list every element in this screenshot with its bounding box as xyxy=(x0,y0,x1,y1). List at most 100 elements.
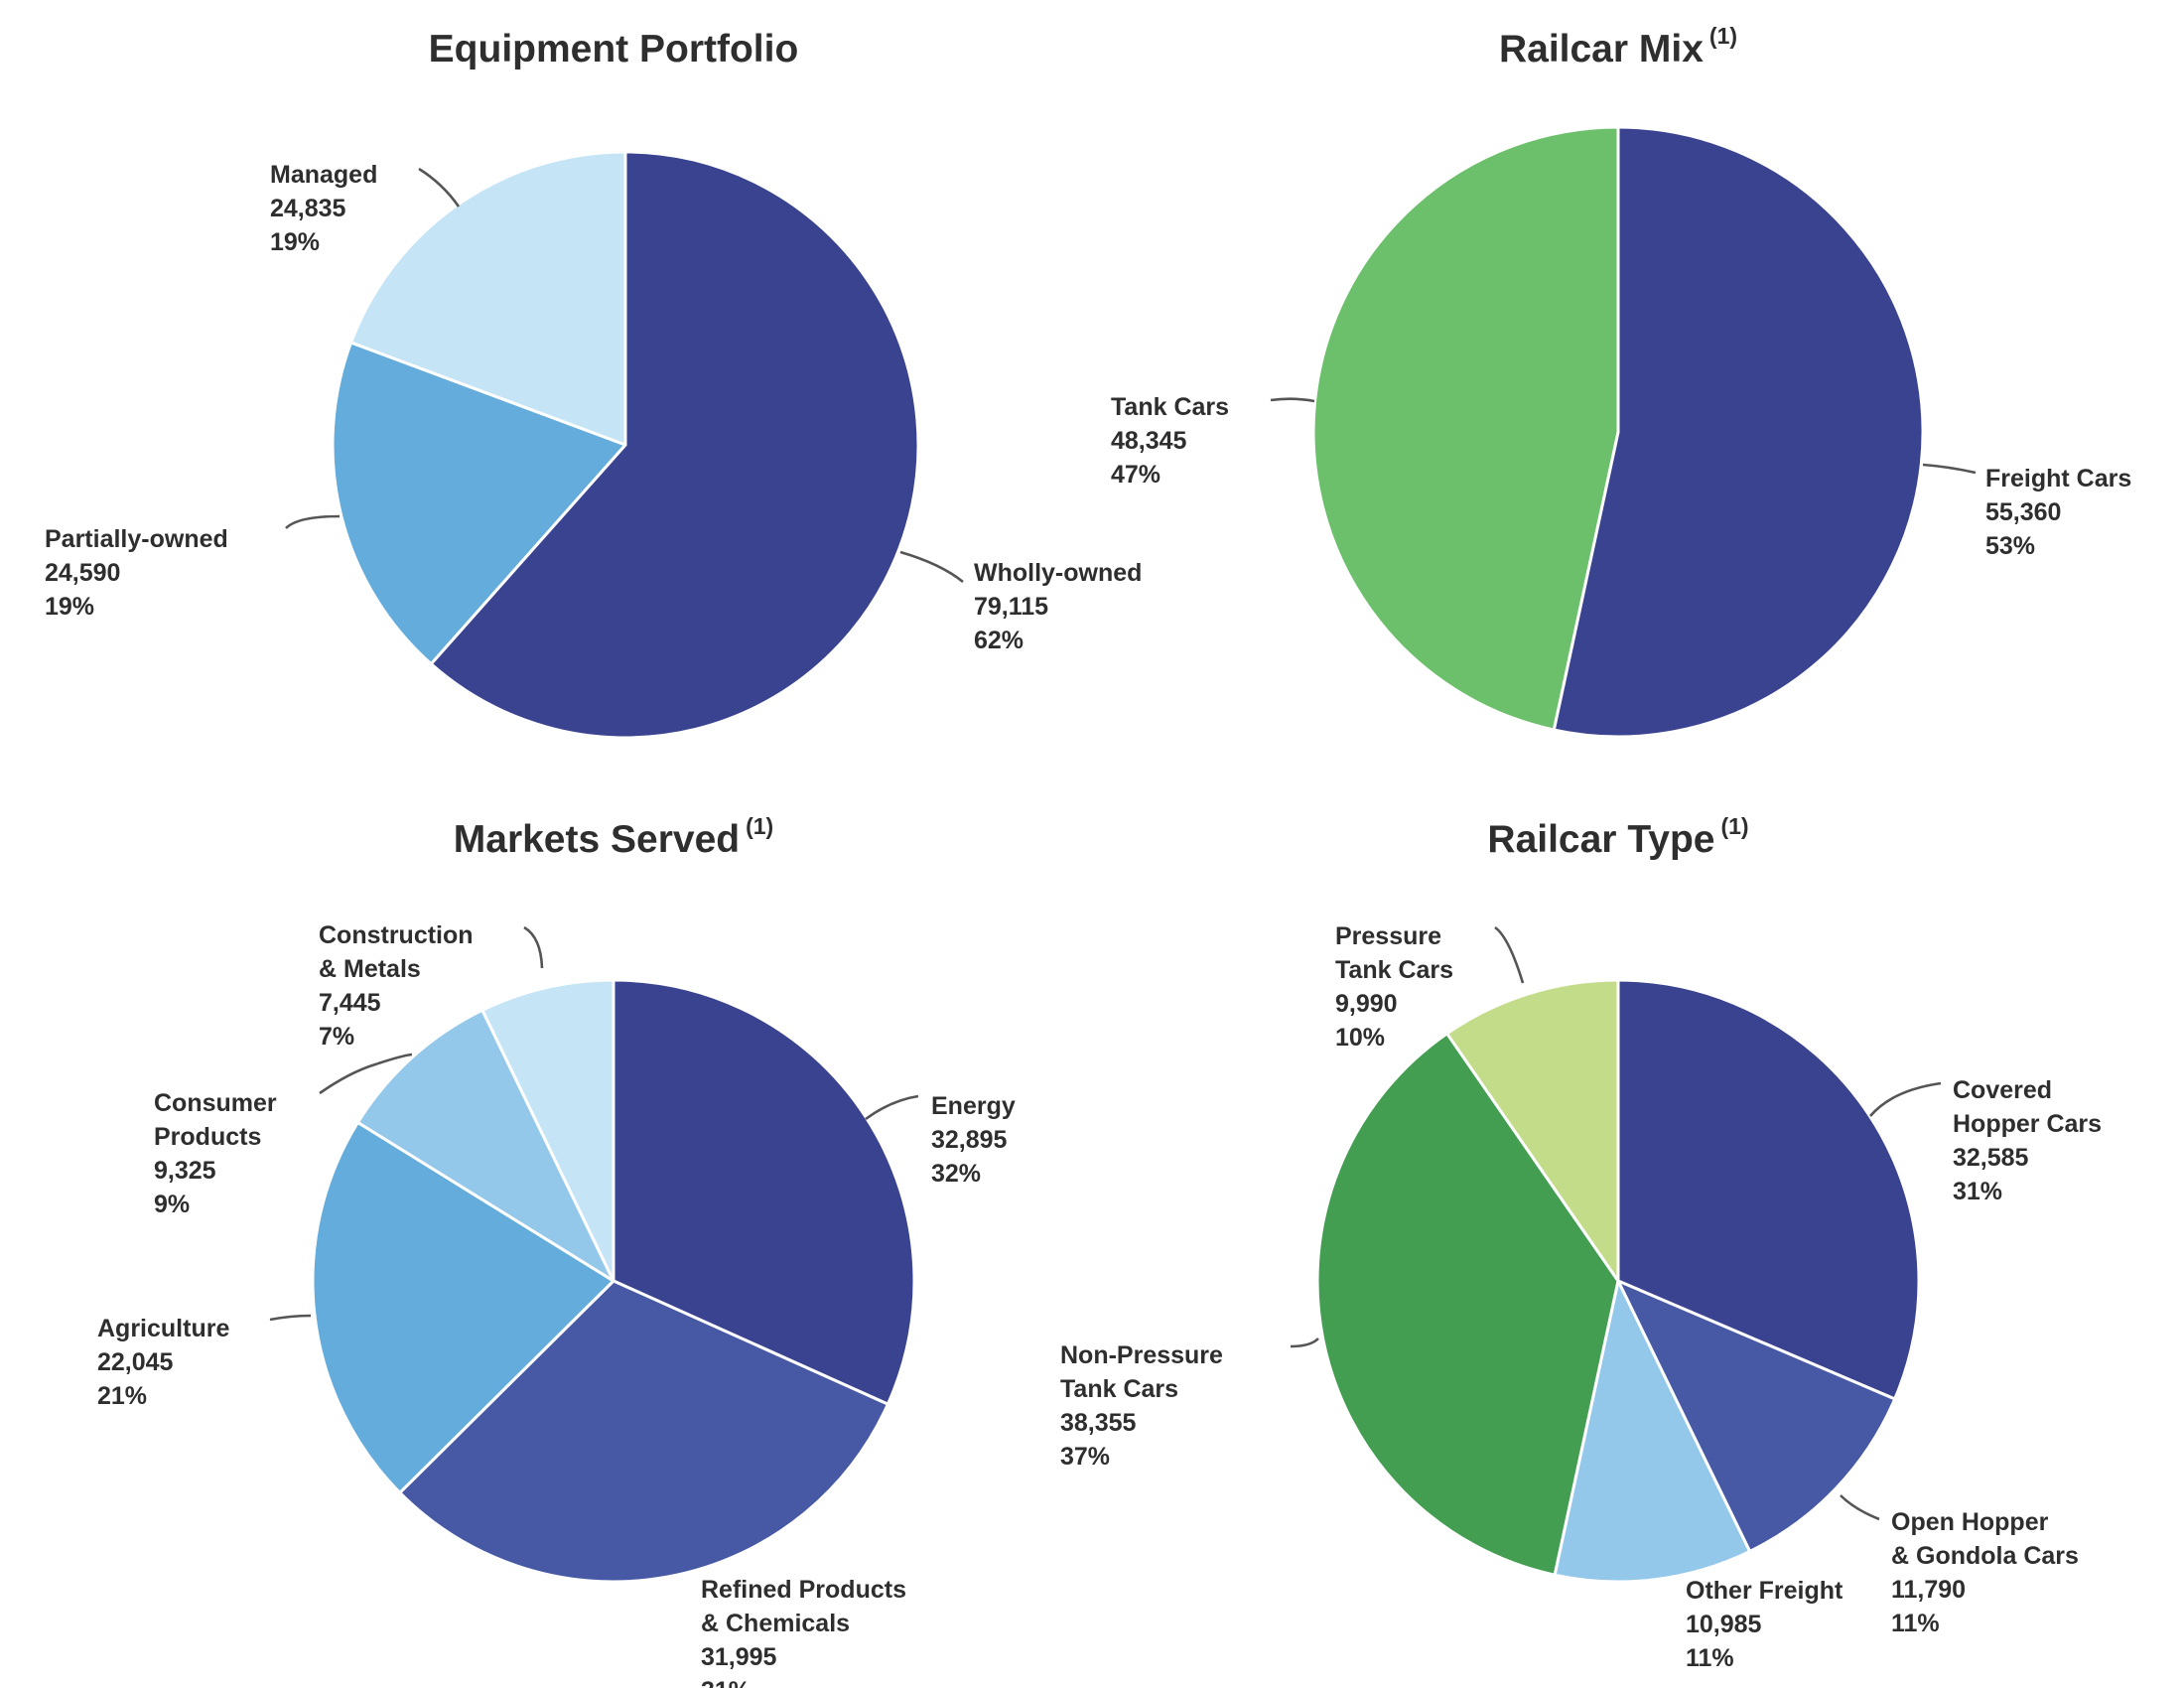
slice-percent: 10% xyxy=(1335,1024,1385,1052)
pie-slice-refined-products-and-chemicals xyxy=(398,1279,889,1584)
pie-slice-covered-hopper-cars xyxy=(1616,978,1921,1401)
pie-slice-tank-cars xyxy=(1311,125,1620,732)
slice-value: 11,790 xyxy=(1891,1576,1966,1604)
slice-value: 31,995 xyxy=(701,1643,777,1671)
slice-percent: 31% xyxy=(701,1677,751,1688)
slice-label-text: Consumer xyxy=(154,1089,277,1117)
pie-chart-2: Railcar Mix (1) Freight Cars 55,360 53% Tank … xyxy=(1111,23,2131,739)
slice-label: Open Hopper & Gondola Cars 11,790 11% xyxy=(1840,1494,2079,1637)
slice-value: 38,355 xyxy=(1060,1409,1137,1437)
leader-line xyxy=(285,514,341,529)
slice-percent: 19% xyxy=(45,593,94,621)
slice-label: Agriculture 22,045 21% xyxy=(97,1314,312,1410)
slice-value: 24,590 xyxy=(45,559,120,587)
slice-label-text: Tank Cars xyxy=(1335,956,1453,984)
slice-label: Freight Cars 55,360 53% xyxy=(1922,463,2131,560)
slice-label-text: Energy xyxy=(931,1092,1016,1120)
slice-label-text: Refined Products xyxy=(701,1576,906,1604)
slice-percent: 37% xyxy=(1060,1443,1110,1471)
leader-line xyxy=(1494,925,1525,984)
slice-label-text: Wholly-owned xyxy=(974,559,1142,587)
leader-line xyxy=(269,1314,312,1322)
pie-chart-1: Equipment Portfolio Wholly-owned 79,115 62%… xyxy=(45,28,1142,740)
slice-label-text: & Chemicals xyxy=(701,1610,850,1637)
pie-chart-3: Markets Served (1) Energy 32,895 32% Refined … xyxy=(97,813,1016,1688)
leader-line xyxy=(899,550,964,584)
leader-line xyxy=(1922,463,1977,475)
slice-label-text: Managed xyxy=(270,161,377,189)
slice-label-text: Tank Cars xyxy=(1111,393,1229,421)
slice-label: Tank Cars 48,345 47% xyxy=(1111,393,1315,489)
slice-percent: 11% xyxy=(1891,1610,1940,1637)
slice-label-text: Hopper Cars xyxy=(1953,1110,2102,1138)
slice-label-text: Pressure xyxy=(1335,922,1441,950)
footnote-marker: (1) xyxy=(746,813,773,839)
slice-label: Other Freight 10,985 11% xyxy=(1686,1577,1843,1672)
slice-percent: 32% xyxy=(931,1160,981,1188)
slice-label-text: Non-Pressure xyxy=(1060,1341,1223,1369)
pie-slice-consumer-products xyxy=(355,1008,615,1283)
slice-label-text: Construction xyxy=(319,921,474,949)
slice-percent: 9% xyxy=(154,1191,190,1218)
leader-line xyxy=(523,925,544,969)
slice-label-text: Agriculture xyxy=(97,1315,229,1342)
slice-label-text: Other Freight xyxy=(1686,1577,1843,1605)
slice-value: 10,985 xyxy=(1686,1611,1762,1638)
slice-value: 55,360 xyxy=(1985,498,2061,526)
slice-value: 79,115 xyxy=(974,593,1048,621)
chart-title: Markets Served (1) xyxy=(454,813,773,861)
slice-label: Covered Hopper Cars 32,585 31% xyxy=(1869,1076,2102,1205)
slice-label: Construction & Metals 7,445 7% xyxy=(319,921,544,1051)
slice-percent: 53% xyxy=(1985,532,2035,560)
pie-chart-4: Railcar Type (1) Covered Hopper Cars 32,585 3… xyxy=(1060,813,2102,1672)
slice-label: Managed 24,835 19% xyxy=(270,161,461,256)
pie-slices xyxy=(331,150,920,740)
slice-label: Consumer Products 9,325 9% xyxy=(154,1053,413,1218)
slice-value: 32,585 xyxy=(1953,1144,2029,1172)
slice-value: 24,835 xyxy=(270,195,346,222)
slice-percent: 19% xyxy=(270,228,320,256)
slice-percent: 47% xyxy=(1111,461,1160,489)
pie-slice-construction-and-metals xyxy=(480,978,615,1283)
footnote-marker: (1) xyxy=(1720,813,1748,839)
pie-slice-non-pressure-tank-cars xyxy=(1315,1032,1620,1577)
slice-label-text: Products xyxy=(154,1123,261,1151)
pie-slice-other-freight xyxy=(1553,1279,1752,1584)
slice-label-text: Covered xyxy=(1953,1076,2052,1104)
slice-label-text: Tank Cars xyxy=(1060,1375,1178,1403)
pie-slice-pressure-tank-cars xyxy=(1445,978,1620,1283)
pie-slices xyxy=(1315,978,1921,1584)
chart-title: Equipment Portfolio xyxy=(429,28,799,70)
leader-line xyxy=(865,1094,919,1121)
slice-percent: 21% xyxy=(97,1382,147,1410)
slice-label: Non-Pressure Tank Cars 38,355 37% xyxy=(1060,1337,1319,1471)
chart-title: Railcar Mix (1) xyxy=(1499,23,1737,70)
slice-label: Pressure Tank Cars 9,990 10% xyxy=(1335,922,1525,1052)
slice-percent: 11% xyxy=(1686,1644,1734,1672)
pie-slice-partially-owned xyxy=(331,341,627,666)
slice-label: Partially-owned 24,590 19% xyxy=(45,514,341,621)
leader-line xyxy=(319,1053,413,1095)
slice-value: 9,990 xyxy=(1335,990,1398,1018)
leader-line xyxy=(1869,1081,1942,1117)
pie-slice-agriculture xyxy=(311,1120,615,1494)
pie-slice-wholly-owned xyxy=(429,150,920,740)
pie-slices xyxy=(311,978,916,1584)
slice-value: 22,045 xyxy=(97,1348,174,1376)
slice-label-text: Open Hopper xyxy=(1891,1508,2049,1536)
slice-label-text: & Metals xyxy=(319,955,421,983)
slice-value: 32,895 xyxy=(931,1126,1008,1154)
pie-slice-open-hopper-and-gondola-cars xyxy=(1616,1279,1897,1553)
slice-value: 7,445 xyxy=(319,989,381,1017)
slice-label: Energy 32,895 32% xyxy=(865,1092,1016,1188)
slice-percent: 7% xyxy=(319,1023,354,1051)
leader-line xyxy=(418,167,461,208)
chart-title: Railcar Type (1) xyxy=(1487,813,1748,861)
leader-line xyxy=(1290,1337,1319,1348)
pie-slices xyxy=(1311,125,1925,739)
pie-slice-freight-cars xyxy=(1552,125,1925,739)
slice-label: Wholly-owned 79,115 62% xyxy=(899,550,1142,654)
slice-percent: 31% xyxy=(1953,1178,2002,1205)
